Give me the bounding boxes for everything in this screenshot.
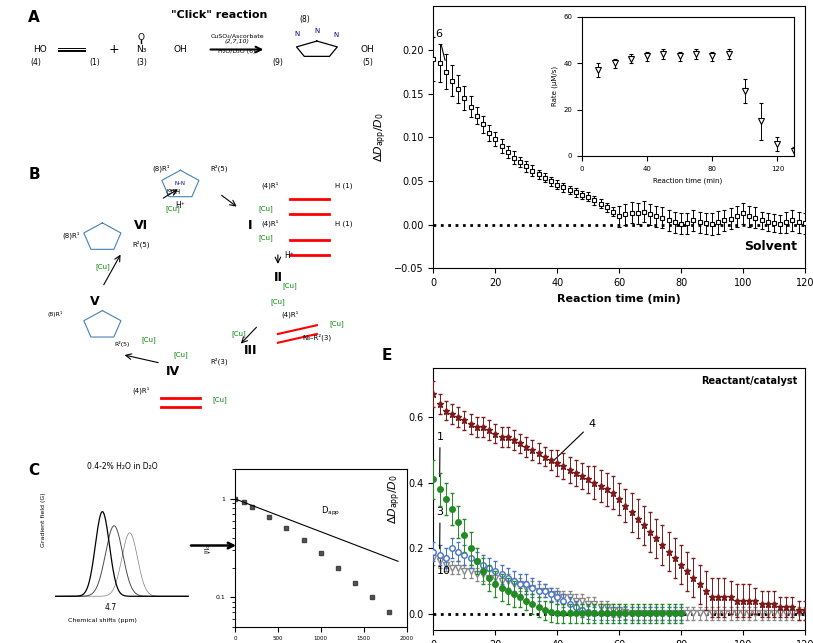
Text: [Cu]: [Cu] <box>173 351 188 358</box>
Text: R²(3): R²(3) <box>211 358 228 365</box>
Text: [Cu]: [Cu] <box>271 298 285 305</box>
Text: Gradient field (G): Gradient field (G) <box>41 492 46 547</box>
Text: I: I <box>248 219 253 231</box>
Text: HO: HO <box>33 45 47 54</box>
Text: [Cu]: [Cu] <box>232 331 246 338</box>
Text: H⁺: H⁺ <box>285 251 294 260</box>
Text: N: N <box>295 31 300 37</box>
Text: A: A <box>28 10 40 24</box>
Text: N: N <box>334 32 339 38</box>
Text: +: + <box>109 43 120 56</box>
Text: "Click" reaction: "Click" reaction <box>172 10 267 19</box>
Text: [Cu]: [Cu] <box>141 336 157 343</box>
Text: III: III <box>244 345 258 358</box>
Text: VI: VI <box>134 219 149 231</box>
Text: 1: 1 <box>437 432 444 476</box>
Text: R²(5): R²(5) <box>114 341 129 347</box>
Text: N₃: N₃ <box>137 45 146 54</box>
Text: H⁺: H⁺ <box>176 201 185 210</box>
Text: [Cu]: [Cu] <box>212 396 227 403</box>
Text: (4)R¹: (4)R¹ <box>133 386 150 394</box>
Text: [Cu]: [Cu] <box>282 282 297 289</box>
Text: (8)R¹: (8)R¹ <box>48 311 63 318</box>
Text: [Cu]: [Cu] <box>329 320 344 327</box>
Text: R²(5): R²(5) <box>133 240 150 248</box>
Text: (4)R¹: (4)R¹ <box>281 311 298 318</box>
Text: (4)R¹: (4)R¹ <box>262 220 279 228</box>
Text: (4)R¹: (4)R¹ <box>262 182 279 189</box>
X-axis label: Reaction time (min): Reaction time (min) <box>557 294 681 303</box>
Text: 3: 3 <box>437 507 444 548</box>
Text: O: O <box>138 33 145 42</box>
Text: (8)R¹: (8)R¹ <box>152 164 170 172</box>
Text: (2,7,10): (2,7,10) <box>224 39 250 44</box>
Text: N₃–R²(3): N₃–R²(3) <box>302 334 332 341</box>
Text: (8): (8) <box>300 15 311 24</box>
Text: 0.4-2% H₂O in D₂O: 0.4-2% H₂O in D₂O <box>86 462 157 471</box>
Text: C: C <box>28 462 39 478</box>
Text: (3): (3) <box>136 58 147 67</box>
Text: [Cu]: [Cu] <box>259 205 273 212</box>
Text: H₂O/D₂O (6): H₂O/D₂O (6) <box>218 49 255 53</box>
Text: (5): (5) <box>362 58 373 67</box>
Text: 6: 6 <box>435 29 446 60</box>
Y-axis label: $\Delta D_\mathrm{app}/D_0$: $\Delta D_\mathrm{app}/D_0$ <box>386 474 402 524</box>
Text: Solvent: Solvent <box>745 240 798 253</box>
Text: (9)H: (9)H <box>165 188 180 195</box>
Text: N–N: N–N <box>175 181 186 186</box>
Text: [Cu]: [Cu] <box>165 205 180 212</box>
Text: [Cu]: [Cu] <box>95 264 110 270</box>
Text: V: V <box>89 294 99 308</box>
Text: IV: IV <box>166 365 180 378</box>
Text: (9): (9) <box>272 58 284 67</box>
Text: R²(5): R²(5) <box>211 164 228 172</box>
Text: OH: OH <box>361 45 375 54</box>
Text: D: D <box>381 0 394 1</box>
Text: 4: 4 <box>553 419 595 461</box>
Text: 4.7: 4.7 <box>104 603 116 612</box>
Text: B: B <box>28 167 40 183</box>
Text: CuSO₄/Ascorbate: CuSO₄/Ascorbate <box>210 33 263 38</box>
Text: Reactant/catalyst: Reactant/catalyst <box>701 376 798 386</box>
Text: (4): (4) <box>31 58 41 67</box>
Y-axis label: $\Delta D_\mathrm{app}/D_0$: $\Delta D_\mathrm{app}/D_0$ <box>372 113 389 163</box>
Text: II: II <box>273 271 282 284</box>
Text: H (1): H (1) <box>336 221 353 228</box>
Text: [Cu]: [Cu] <box>259 234 273 241</box>
Text: N: N <box>315 28 320 33</box>
Text: (1): (1) <box>89 58 100 67</box>
Text: 10: 10 <box>437 561 450 577</box>
Text: E: E <box>381 348 392 363</box>
Text: OH: OH <box>173 45 187 54</box>
Text: (8)R¹: (8)R¹ <box>63 231 80 239</box>
Text: Chemical shifts (ppm): Chemical shifts (ppm) <box>68 618 137 622</box>
Text: H (1): H (1) <box>336 183 353 189</box>
